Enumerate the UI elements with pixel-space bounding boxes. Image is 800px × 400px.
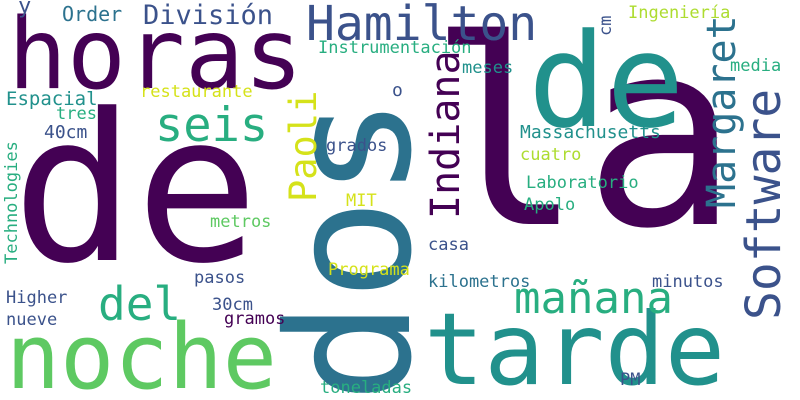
word-horas: horas bbox=[8, 0, 304, 112]
word-restaurante: restaurante bbox=[140, 82, 253, 102]
word-media: media bbox=[730, 56, 782, 76]
word-higher: Higher bbox=[6, 288, 68, 308]
word-technologies: Technologies bbox=[2, 141, 22, 264]
word-de-big: de bbox=[12, 71, 259, 309]
word-programa: Programa bbox=[328, 260, 410, 280]
word-seis: seis bbox=[155, 98, 269, 153]
word-meses: meses bbox=[462, 58, 514, 78]
word-toneladas: toneladas bbox=[320, 378, 413, 398]
word-pasos: pasos bbox=[194, 268, 246, 288]
word-laboratorio: Laboratorio bbox=[526, 173, 639, 193]
word-kilometros: kilometros bbox=[428, 272, 531, 292]
word-cm: cm bbox=[596, 15, 616, 36]
word-30cm: 30cm bbox=[212, 295, 253, 315]
word-y: y bbox=[18, 0, 32, 19]
word-tarde: tarde bbox=[424, 291, 726, 400]
word-gramos: gramos bbox=[224, 309, 286, 329]
word-o: o bbox=[392, 80, 403, 101]
word-tres: tres bbox=[56, 104, 97, 124]
word-la: la bbox=[428, 0, 739, 285]
word-cuatro: cuatro bbox=[520, 145, 582, 165]
word-mit: MIT bbox=[346, 191, 377, 211]
word-minutos: minutos bbox=[652, 272, 724, 292]
word-massachusetts: Massachusetts bbox=[520, 122, 661, 143]
word-del: del bbox=[98, 277, 182, 331]
word-manana: mañana bbox=[514, 273, 673, 324]
word-40cm: 40cm bbox=[44, 122, 88, 143]
word-margaret: Margaret bbox=[699, 15, 745, 208]
word-indiana: Indiana bbox=[423, 50, 469, 219]
word-ingenieria: Ingeniería bbox=[628, 3, 731, 23]
word-instrumentacion: Instrumentación bbox=[318, 38, 472, 58]
word-casa: casa bbox=[428, 235, 469, 255]
word-espacial: Espacial bbox=[6, 88, 98, 110]
word-pm: PM bbox=[620, 370, 641, 390]
word-noche: noche bbox=[6, 305, 277, 400]
word-grados: grados bbox=[326, 136, 388, 156]
word-paoli: Paoli bbox=[282, 90, 325, 202]
word-nueve: nueve bbox=[6, 310, 58, 330]
word-division: División bbox=[143, 0, 274, 31]
word-metros: metros bbox=[210, 212, 272, 232]
word-order: Order bbox=[62, 2, 123, 26]
word-de-top: de bbox=[528, 5, 685, 157]
word-hamilton: Hamilton bbox=[306, 0, 538, 52]
word-apolo: Apolo bbox=[524, 195, 576, 215]
word-software: Software bbox=[736, 88, 792, 320]
